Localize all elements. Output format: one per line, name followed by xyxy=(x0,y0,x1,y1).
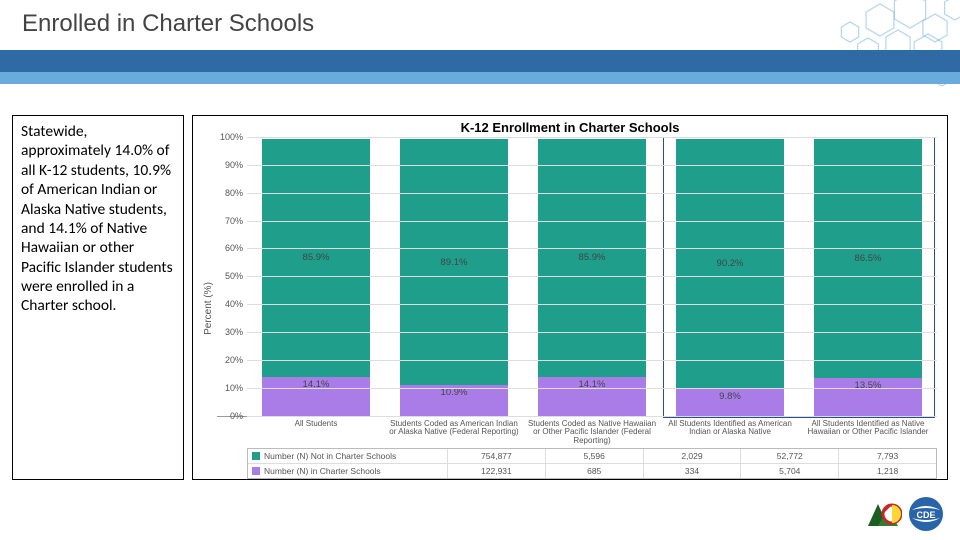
bar-value-label: 10.9% xyxy=(441,387,468,398)
gridline xyxy=(247,221,937,222)
cde-logo-icon: CDE xyxy=(908,496,944,532)
legend-label: Number (N) in Charter Schools xyxy=(248,464,448,478)
bar-segment-not-in-charter: 85.9% xyxy=(538,139,646,377)
bar-value-label: 85.9% xyxy=(303,252,330,263)
bar-value-label: 85.9% xyxy=(579,252,606,263)
legend-label: Number (N) Not in Charter Schools xyxy=(248,449,448,463)
bar-segment-not-in-charter: 85.9% xyxy=(262,139,370,377)
y-tick: 10% xyxy=(225,383,243,393)
bar-segment-not-in-charter: 90.2% xyxy=(676,139,784,389)
bar-value-label: 13.5% xyxy=(855,380,882,391)
header-bar-dark xyxy=(0,50,960,72)
y-tick: 50% xyxy=(225,271,243,281)
bar-segment-not-in-charter: 86.5% xyxy=(814,139,922,378)
gridline xyxy=(247,332,937,333)
chart-title: K-12 Enrollment in Charter Schools xyxy=(199,120,941,135)
bar-stack: 9.8% 90.2% xyxy=(676,139,784,416)
y-tick: 40% xyxy=(225,299,243,309)
legend-swatch-icon xyxy=(252,467,260,475)
gridline xyxy=(247,304,937,305)
legend-text: Number (N) Not in Charter Schools xyxy=(264,451,396,461)
y-tick: 70% xyxy=(225,216,243,226)
x-axis-label: Students Coded as American Indian or Ala… xyxy=(385,417,523,448)
y-axis-label: Percent (%) xyxy=(199,137,217,479)
bar-segment-not-in-charter: 89.1% xyxy=(400,139,508,385)
y-tick: 100% xyxy=(220,132,243,142)
gridline xyxy=(247,276,937,277)
legend-table: Number (N) Not in Charter Schools 754,877… xyxy=(247,448,937,479)
bar-value-label: 89.1% xyxy=(441,257,468,268)
chart-container: K-12 Enrollment in Charter Schools Perce… xyxy=(192,115,948,480)
colorado-logo-icon xyxy=(866,496,902,532)
x-axis-label: All Students Identified as American Indi… xyxy=(661,417,799,448)
legend-value-cell: 685 xyxy=(546,464,644,478)
legend-text: Number (N) in Charter Schools xyxy=(264,466,381,476)
bar-segment-in-charter: 14.1% xyxy=(538,377,646,416)
gridline xyxy=(247,388,937,389)
bar-stack: 10.9% 89.1% xyxy=(400,139,508,416)
slide-header: Enrolled in Charter Schools xyxy=(0,0,960,90)
bar-value-label: 9.8% xyxy=(719,391,741,402)
body-row: Statewide, approximately 14.0% of all K-… xyxy=(12,115,948,480)
legend-value-cell: 122,931 xyxy=(448,464,546,478)
legend-value-cell: 5,704 xyxy=(741,464,839,478)
legend-value-cell: 754,877 xyxy=(448,449,546,463)
bar-stack: 13.5% 86.5% xyxy=(814,139,922,416)
bar-segment-in-charter: 13.5% xyxy=(814,378,922,415)
x-axis-label: All Students xyxy=(247,417,385,448)
x-labels: All StudentsStudents Coded as American I… xyxy=(247,417,937,448)
gridline xyxy=(247,137,937,138)
x-axis-label: All Students Identified as Native Hawaii… xyxy=(799,417,937,448)
legend-value-cell: 5,596 xyxy=(546,449,644,463)
y-tick: 0% xyxy=(230,411,243,421)
plot-column: 0%10%20%30%40%50%60%70%80%90%100% 14.1%8… xyxy=(217,137,941,479)
bar-stack: 14.1% 85.9% xyxy=(538,139,646,416)
gridline xyxy=(247,416,937,417)
y-tick: 90% xyxy=(225,160,243,170)
x-axis-label: Students Coded as Native Hawaiian or Oth… xyxy=(523,417,661,448)
bar-segment-in-charter: 14.1% xyxy=(262,377,370,416)
header-bar-light xyxy=(0,72,960,84)
legend-row: Number (N) Not in Charter Schools 754,877… xyxy=(248,449,936,463)
slide: Enrolled in Charter Schools Statewide, a… xyxy=(0,0,960,540)
y-tick: 80% xyxy=(225,188,243,198)
legend-value-cell: 52,772 xyxy=(741,449,839,463)
legend-value-cell: 7,793 xyxy=(839,449,936,463)
legend-value-cell: 1,218 xyxy=(839,464,936,478)
bar-value-label: 90.2% xyxy=(717,258,744,269)
footer-logos: CDE xyxy=(866,496,944,532)
svg-text:CDE: CDE xyxy=(916,510,935,520)
bar-value-label: 86.5% xyxy=(855,253,882,264)
bar-stack: 14.1% 85.9% xyxy=(262,139,370,416)
slide-title: Enrolled in Charter Schools xyxy=(22,10,314,38)
gridline xyxy=(247,165,937,166)
y-tick: 30% xyxy=(225,327,243,337)
legend-row: Number (N) in Charter Schools 122,9316853… xyxy=(248,463,936,478)
legend-value-cell: 334 xyxy=(644,464,742,478)
bar-segment-in-charter: 9.8% xyxy=(676,389,784,416)
chart-main: Percent (%) 0% 10% 20% 30% 40% 50% 60% 70% 80% 90… xyxy=(199,137,941,479)
gridline xyxy=(247,360,937,361)
bar-segment-in-charter: 10.9% xyxy=(400,385,508,415)
y-tick: 20% xyxy=(225,355,243,365)
gridline xyxy=(247,193,937,194)
gridline xyxy=(247,248,937,249)
y-ticks: 0%10%20%30%40%50%60%70%80%90%100% xyxy=(217,137,247,416)
legend-swatch-icon xyxy=(252,452,260,460)
sidebar-text: Statewide, approximately 14.0% of all K-… xyxy=(12,115,184,480)
legend-value-cell: 2,029 xyxy=(644,449,742,463)
y-tick: 60% xyxy=(225,243,243,253)
plot-area: 0%10%20%30%40%50%60%70%80%90%100% 14.1%8… xyxy=(217,137,937,417)
